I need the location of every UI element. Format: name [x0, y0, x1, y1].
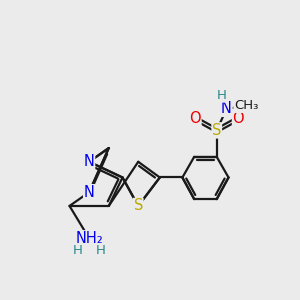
Text: S: S — [134, 198, 143, 213]
Text: O: O — [189, 111, 201, 126]
Text: N: N — [84, 185, 94, 200]
Text: H: H — [216, 89, 226, 102]
Text: H: H — [95, 244, 105, 256]
Text: NH₂: NH₂ — [75, 231, 103, 246]
Text: H: H — [73, 244, 83, 256]
Text: S: S — [212, 123, 221, 138]
Text: CH₃: CH₃ — [234, 99, 258, 112]
Text: N: N — [84, 154, 94, 169]
Text: O: O — [232, 111, 244, 126]
Text: N: N — [221, 101, 232, 116]
